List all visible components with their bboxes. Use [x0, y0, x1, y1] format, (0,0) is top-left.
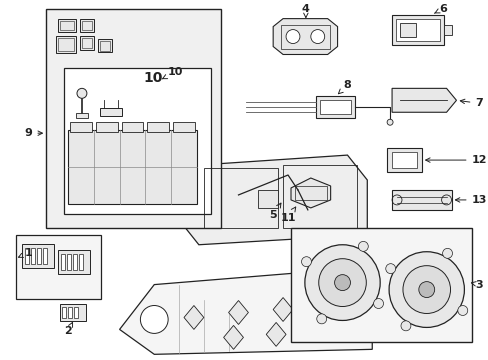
Bar [62, 306, 66, 319]
Bar [391, 152, 416, 168]
Circle shape [316, 314, 326, 324]
Circle shape [400, 321, 410, 331]
Bar [64, 68, 210, 214]
Circle shape [373, 298, 383, 309]
Text: 2: 2 [64, 323, 72, 336]
Polygon shape [183, 306, 203, 329]
Bar [315, 96, 355, 118]
Circle shape [301, 257, 311, 267]
Circle shape [457, 306, 467, 315]
Bar [61, 254, 65, 270]
Bar [58, 37, 74, 51]
Polygon shape [265, 323, 285, 346]
Bar [60, 21, 74, 30]
Bar [319, 100, 351, 114]
Bar [386, 148, 421, 172]
Bar [98, 39, 111, 53]
Text: 10: 10 [162, 67, 183, 79]
Bar [60, 303, 86, 321]
Polygon shape [228, 301, 248, 324]
Bar [58, 250, 90, 274]
Circle shape [285, 30, 299, 44]
Circle shape [140, 306, 168, 333]
Bar [37, 248, 41, 264]
Bar [395, 19, 439, 41]
Bar [79, 254, 83, 270]
Text: 13: 13 [454, 195, 486, 205]
Bar [203, 168, 278, 228]
Circle shape [304, 245, 379, 320]
Bar [147, 122, 169, 132]
Circle shape [358, 242, 367, 251]
Text: 6: 6 [433, 4, 447, 14]
Bar [281, 24, 329, 49]
Bar [391, 15, 443, 45]
Bar [25, 248, 29, 264]
Text: 4: 4 [301, 4, 309, 18]
Polygon shape [223, 325, 243, 349]
Bar [76, 113, 88, 118]
Bar [399, 23, 415, 37]
Bar [173, 122, 195, 132]
Bar [294, 186, 326, 200]
Bar [22, 244, 54, 268]
Circle shape [315, 291, 339, 315]
Text: 8: 8 [338, 80, 351, 94]
Text: 12: 12 [425, 155, 486, 165]
Bar [443, 24, 450, 35]
Polygon shape [391, 88, 455, 112]
Bar [96, 122, 118, 132]
Bar [100, 41, 109, 50]
Bar [68, 306, 72, 319]
Polygon shape [273, 298, 292, 321]
Bar [290, 228, 471, 342]
Circle shape [402, 266, 449, 314]
Circle shape [385, 264, 395, 274]
Bar [283, 165, 357, 228]
Bar [100, 108, 122, 116]
Bar [82, 21, 92, 30]
Bar [43, 248, 47, 264]
Bar [16, 235, 101, 298]
Bar [68, 130, 197, 204]
Bar [31, 248, 35, 264]
Circle shape [442, 248, 451, 258]
Bar [46, 9, 220, 228]
Text: 9: 9 [24, 128, 42, 138]
Circle shape [418, 282, 434, 298]
Bar [67, 254, 71, 270]
Bar [258, 190, 278, 208]
Polygon shape [273, 19, 337, 54]
Bar [70, 122, 92, 132]
Text: 7: 7 [459, 98, 482, 108]
Bar [80, 36, 94, 50]
Text: 10: 10 [143, 71, 163, 85]
Polygon shape [290, 178, 330, 208]
Bar [80, 19, 94, 32]
Circle shape [334, 275, 350, 291]
Circle shape [318, 259, 366, 306]
Polygon shape [120, 270, 371, 354]
Bar [391, 190, 450, 210]
Bar [74, 306, 78, 319]
Bar [58, 19, 76, 32]
Circle shape [77, 88, 87, 98]
Bar [82, 37, 92, 48]
Bar [122, 122, 143, 132]
Text: 1: 1 [19, 248, 32, 258]
Circle shape [310, 30, 324, 44]
Text: 5: 5 [269, 203, 281, 220]
Bar [73, 254, 77, 270]
Text: 3: 3 [470, 280, 482, 289]
Polygon shape [179, 155, 366, 245]
Text: 11: 11 [280, 207, 295, 223]
Bar [56, 36, 76, 54]
Circle shape [386, 119, 392, 125]
Circle shape [388, 252, 464, 328]
